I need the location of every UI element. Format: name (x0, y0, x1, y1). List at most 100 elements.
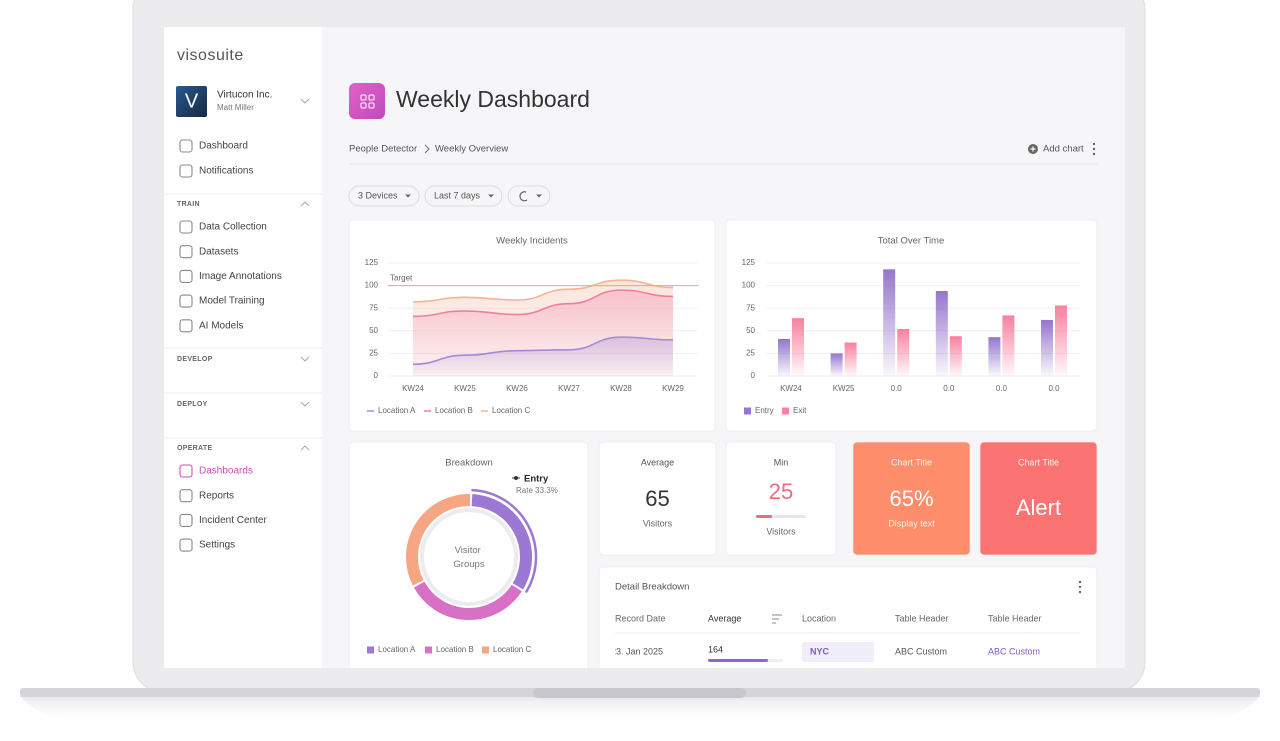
chart-title: Total Over Time (878, 236, 945, 247)
nav-icon (179, 164, 193, 178)
x-tick-label: 0.0 (891, 384, 903, 393)
caret (488, 194, 494, 198)
kpi-value: 65 (645, 486, 669, 511)
bar (1055, 305, 1067, 376)
section-title: DEPLOY (177, 401, 208, 408)
legend-swatch (425, 646, 432, 654)
menu-dot (1078, 585, 1082, 589)
bar (778, 338, 790, 376)
highlight-arc (471, 488, 538, 593)
legend-label: Location A (378, 406, 416, 415)
column-header: Average (708, 613, 741, 623)
y-tick-label: 25 (746, 349, 755, 358)
nav-item[interactable]: Incident Center (199, 515, 267, 526)
bar (792, 318, 804, 376)
x-tick-label: KW28 (610, 384, 632, 393)
y-tick-label: 0 (374, 371, 379, 380)
nav-item[interactable]: Settings (199, 540, 235, 551)
filter-label[interactable]: 3 Devices (358, 190, 398, 200)
add-chart-button[interactable]: Add chart (1043, 144, 1084, 155)
refresh-icon (519, 191, 528, 202)
legend-label: Exit (793, 406, 807, 415)
nav-item[interactable]: Dashboard (199, 141, 248, 152)
kpi-value: Alert (1016, 495, 1061, 520)
card (979, 441, 1098, 556)
y-tick-label: 50 (369, 326, 378, 335)
filter-pill[interactable] (424, 185, 503, 207)
filter-pill[interactable] (348, 185, 420, 207)
add-icon-plus (1030, 146, 1036, 152)
kpi-unit: Visitors (766, 526, 796, 536)
menu-dot (1078, 580, 1082, 584)
bar (1041, 319, 1053, 376)
bar (1002, 315, 1015, 376)
caret (405, 194, 411, 198)
breadcrumb[interactable]: Weekly Overview (435, 144, 508, 155)
account-logo (176, 86, 207, 117)
kpi-title: Average (641, 457, 674, 467)
nav-icon (179, 319, 193, 333)
reference-label: Target (390, 274, 413, 283)
line (412, 289, 674, 318)
annotation-text: Rate 33.3% (516, 486, 558, 495)
x-tick-label: KW26 (506, 384, 528, 393)
nav-item[interactable]: Reports (199, 490, 234, 501)
breadcrumb[interactable]: People Detector (349, 144, 417, 155)
column-header: Record Date (615, 613, 666, 623)
line (412, 279, 674, 303)
line (412, 336, 674, 366)
chart-title: Weekly Incidents (496, 236, 568, 247)
nav-item[interactable]: Datasets (199, 246, 238, 257)
legend-label: Location B (436, 645, 474, 654)
nav-item[interactable]: Data Collection (199, 222, 267, 233)
chart-title: Breakdown (445, 458, 493, 469)
table-cell: ABC Custom (895, 646, 947, 656)
bar (883, 269, 896, 376)
menu-dot (1092, 152, 1096, 156)
legend-label: Location A (378, 645, 416, 654)
filter-label[interactable]: Last 7 days (434, 190, 481, 200)
kpi-unit: Display text (888, 518, 935, 528)
kpi-unit: Visitors (643, 518, 673, 528)
nav-item[interactable]: AI Models (199, 320, 243, 331)
sort-icon (772, 614, 782, 624)
screen-content: visosuite V Virtucon Inc. Matt Miller Dashbo… (164, 27, 1098, 668)
legend-label: Entry (755, 406, 774, 415)
x-tick-label: KW27 (558, 384, 580, 393)
y-tick-label: 125 (365, 258, 379, 267)
bar (949, 336, 962, 376)
y-tick-label: 100 (365, 281, 379, 290)
legend-swatch (367, 646, 374, 654)
nav-item[interactable]: Model Training (199, 296, 265, 307)
nav-item[interactable]: Notifications (199, 166, 253, 177)
nav-icon (179, 538, 193, 552)
table-cell[interactable]: ABC Custom (988, 646, 1040, 656)
bar (830, 353, 843, 376)
table-cell: 23. Jan 2025 (611, 646, 663, 656)
annotation-label: Entry (524, 474, 549, 485)
account-initial: V (185, 90, 199, 112)
x-tick-label: KW29 (662, 384, 684, 393)
refresh-pill[interactable] (507, 185, 551, 207)
y-tick-label: 125 (742, 258, 756, 267)
menu-dot (1092, 147, 1096, 151)
chevron (300, 401, 310, 407)
kpi-value: 25 (769, 479, 793, 504)
center-label: Visitor Groups (453, 545, 484, 570)
card (725, 441, 837, 556)
card (852, 441, 971, 556)
laptop-notch (533, 688, 746, 698)
column-header: Location (802, 613, 836, 623)
brand: visosuite (177, 47, 244, 64)
kpi-title: Min (774, 457, 789, 467)
nav-item[interactable]: Image Annotations (199, 271, 282, 282)
y-tick-label: 75 (369, 303, 378, 312)
nav-item[interactable]: Dashboards (199, 466, 253, 477)
menu-dot (1092, 142, 1096, 146)
bar (844, 342, 857, 376)
page-icon (349, 83, 385, 119)
cell-bar (708, 659, 768, 662)
y-tick-label: 100 (742, 281, 756, 290)
section-title: OPERATE (177, 445, 212, 452)
